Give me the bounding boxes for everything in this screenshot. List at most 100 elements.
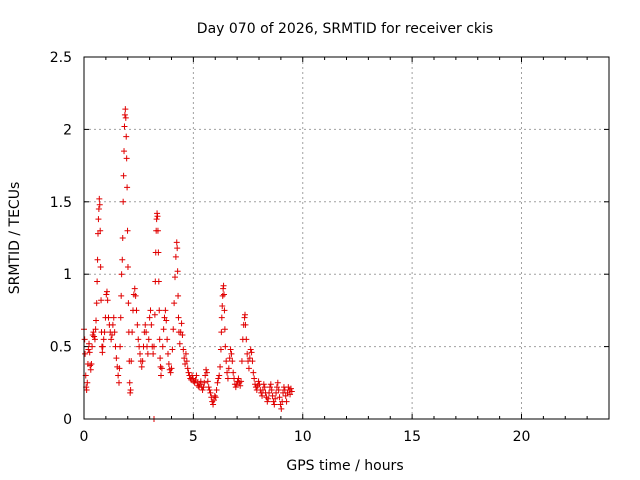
data-point bbox=[219, 303, 226, 310]
data-point bbox=[87, 366, 94, 373]
axis-ticks: 0 5 10 15 20 0 0.5 1 1.5 2 2.5 bbox=[50, 50, 610, 445]
data-point bbox=[174, 268, 181, 275]
data-point bbox=[126, 379, 133, 386]
data-point bbox=[110, 314, 117, 321]
data-point bbox=[237, 382, 244, 389]
data-point bbox=[201, 379, 208, 386]
data-point bbox=[261, 384, 268, 391]
data-point bbox=[250, 369, 257, 376]
x-tick-label: 10 bbox=[294, 429, 312, 445]
data-point bbox=[96, 201, 103, 208]
data-point bbox=[266, 389, 273, 396]
data-point bbox=[217, 363, 224, 370]
data-point bbox=[251, 375, 258, 382]
data-point bbox=[176, 340, 183, 347]
data-point bbox=[242, 311, 248, 318]
data-point bbox=[287, 385, 294, 392]
data-point bbox=[124, 184, 131, 191]
data-point bbox=[169, 346, 176, 353]
data-point bbox=[89, 343, 96, 350]
data-point bbox=[144, 350, 151, 357]
data-point bbox=[82, 350, 89, 357]
y-tick-label: 0 bbox=[63, 412, 72, 428]
data-point bbox=[146, 314, 153, 321]
data-point bbox=[117, 343, 124, 350]
data-point bbox=[260, 381, 267, 388]
data-point bbox=[165, 360, 172, 367]
data-point bbox=[151, 343, 157, 350]
data-point bbox=[271, 401, 278, 408]
data-point bbox=[203, 366, 210, 373]
chart-title: Day 070 of 2026, SRMTID for receiver cki… bbox=[197, 21, 493, 37]
data-point bbox=[227, 346, 234, 353]
data-point bbox=[224, 369, 231, 376]
data-point bbox=[157, 363, 164, 370]
data-point bbox=[175, 292, 182, 299]
data-point bbox=[228, 350, 235, 357]
data-point bbox=[213, 387, 220, 394]
data-point bbox=[88, 360, 95, 367]
data-point bbox=[134, 321, 141, 328]
data-point bbox=[99, 343, 106, 350]
y-tick-label: 2.5 bbox=[50, 50, 72, 66]
data-point bbox=[116, 365, 123, 372]
data-point bbox=[181, 355, 188, 362]
data-point bbox=[116, 379, 122, 386]
data-point bbox=[86, 340, 93, 347]
data-point bbox=[122, 106, 129, 113]
data-point bbox=[222, 343, 229, 350]
data-point bbox=[172, 274, 178, 281]
data-point bbox=[207, 389, 214, 396]
data-point bbox=[203, 369, 210, 376]
data-point bbox=[221, 291, 227, 298]
data-point bbox=[189, 375, 196, 382]
data-point bbox=[224, 375, 231, 382]
data-point bbox=[156, 336, 163, 343]
data-point bbox=[259, 392, 266, 399]
data-point bbox=[121, 123, 128, 130]
data-point bbox=[273, 389, 280, 396]
data-point bbox=[91, 336, 98, 343]
data-point bbox=[96, 195, 103, 202]
plot-frame bbox=[83, 56, 610, 420]
data-point bbox=[151, 311, 158, 318]
data-point bbox=[276, 394, 283, 401]
data-point bbox=[122, 114, 129, 121]
data-point bbox=[221, 307, 228, 314]
data-point bbox=[148, 321, 155, 328]
y-tick-label: 2 bbox=[63, 122, 72, 138]
data-point bbox=[153, 216, 160, 223]
data-point bbox=[91, 333, 98, 340]
data-point bbox=[175, 314, 182, 321]
data-point bbox=[109, 321, 116, 328]
data-point bbox=[121, 111, 128, 118]
data-point bbox=[212, 394, 219, 401]
data-point bbox=[265, 395, 272, 402]
data-point bbox=[93, 317, 100, 324]
data-point bbox=[219, 292, 226, 299]
data-point bbox=[172, 253, 179, 260]
data-point bbox=[242, 321, 249, 328]
data-point bbox=[154, 227, 161, 234]
data-point bbox=[204, 378, 211, 385]
data-point bbox=[84, 379, 91, 386]
y-tick-label: 1.5 bbox=[50, 195, 72, 211]
data-point bbox=[83, 387, 90, 394]
data-point bbox=[285, 384, 292, 391]
data-point bbox=[199, 387, 206, 394]
data-point bbox=[135, 336, 142, 343]
data-point bbox=[123, 155, 130, 162]
data-point bbox=[269, 392, 276, 399]
data-point bbox=[147, 307, 154, 314]
data-point bbox=[95, 206, 102, 213]
data-point bbox=[100, 336, 107, 343]
data-point bbox=[173, 239, 180, 246]
data-point bbox=[142, 321, 149, 328]
data-point bbox=[210, 401, 217, 408]
data-point bbox=[86, 349, 93, 356]
data-point bbox=[132, 292, 139, 299]
data-point bbox=[109, 332, 115, 339]
data-point bbox=[118, 271, 125, 278]
data-point bbox=[278, 405, 285, 412]
